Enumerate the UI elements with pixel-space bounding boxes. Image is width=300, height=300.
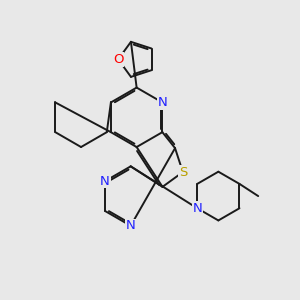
- Text: O: O: [113, 53, 123, 66]
- Text: N: N: [158, 96, 167, 109]
- Text: N: N: [126, 219, 136, 232]
- Text: N: N: [100, 175, 110, 188]
- Text: S: S: [178, 166, 187, 178]
- Text: N: N: [192, 202, 202, 215]
